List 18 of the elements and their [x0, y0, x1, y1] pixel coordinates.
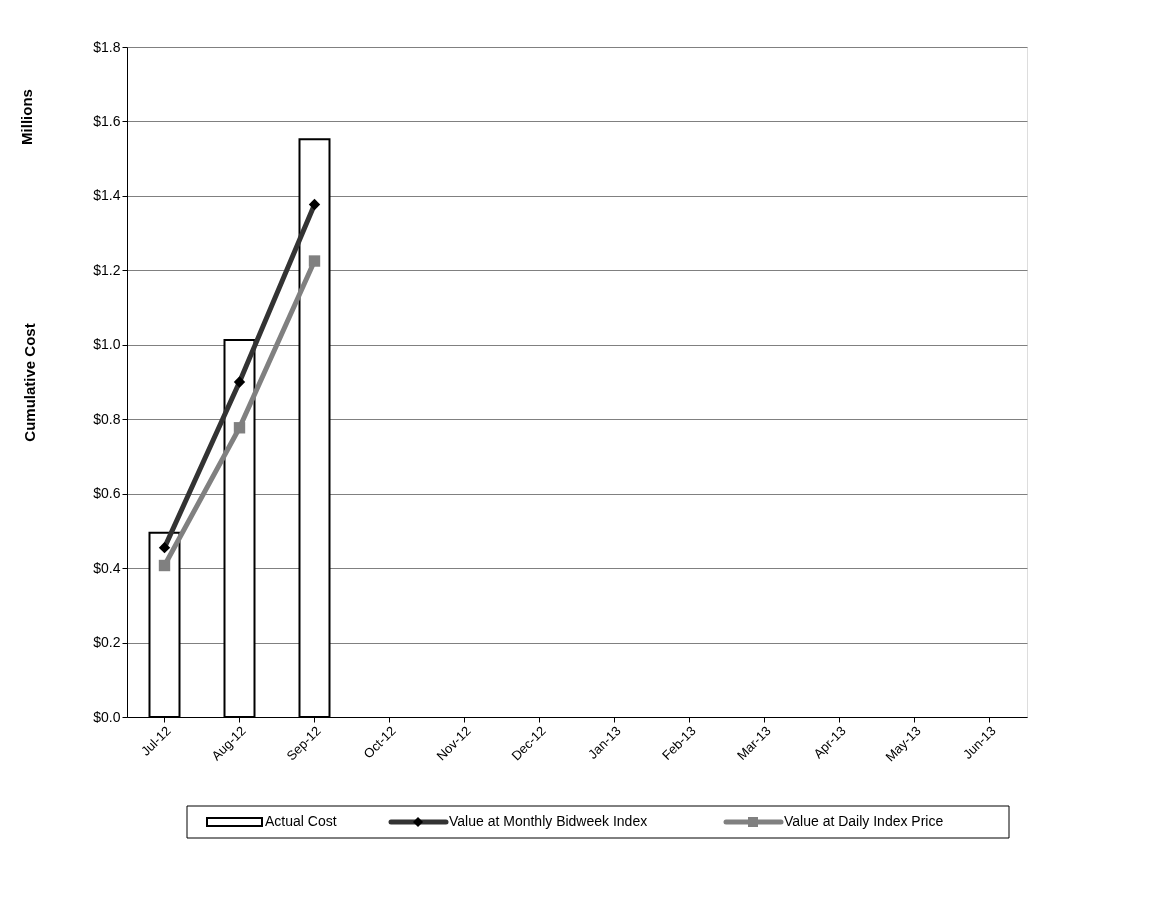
- text: Millions: [18, 89, 35, 145]
- y-tick-label: $1.4: [93, 187, 121, 204]
- y-tick-label: $0.6: [93, 485, 121, 502]
- y-tick-label: $1.6: [93, 112, 121, 129]
- y-axis-title: Cumulative Cost: [21, 323, 39, 442]
- legend-label: Value at Daily Index Price: [784, 813, 944, 829]
- y-tick-label: $1.2: [93, 261, 121, 278]
- y-tick-label: $1.0: [93, 336, 121, 353]
- point: [308, 255, 321, 267]
- y-tick-label: $1.8: [93, 38, 121, 55]
- legend-label: Value at Monthly Bidweek Index: [449, 813, 648, 829]
- y-tick-label: $0.8: [93, 410, 121, 427]
- y-tick-label: $0.2: [93, 634, 121, 651]
- legend-label: Actual Cost: [265, 813, 337, 829]
- point: [158, 559, 171, 572]
- point: [233, 422, 246, 434]
- y-tick-label: $0.4: [93, 559, 121, 576]
- y-tick-label: $0.0: [93, 708, 121, 725]
